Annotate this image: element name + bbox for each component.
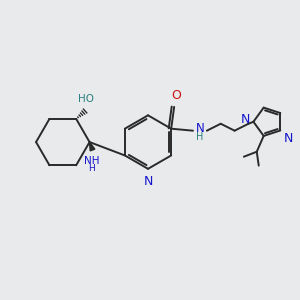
Text: NH: NH [84, 156, 99, 166]
Text: N: N [196, 122, 205, 135]
Text: N: N [241, 113, 250, 126]
Polygon shape [90, 142, 95, 151]
Text: HO: HO [78, 94, 94, 104]
Text: N: N [143, 175, 153, 188]
Text: O: O [171, 89, 181, 102]
Text: H: H [88, 164, 95, 173]
Text: H: H [196, 132, 203, 142]
Text: N: N [283, 133, 292, 146]
